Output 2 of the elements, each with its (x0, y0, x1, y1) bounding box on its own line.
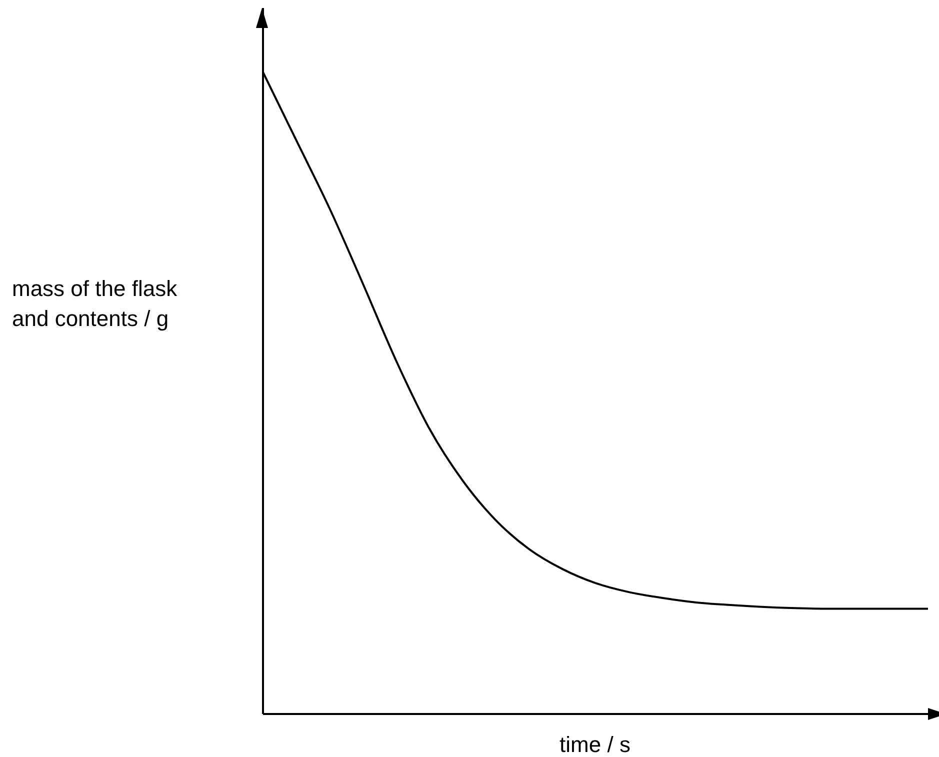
y-axis-title: mass of the flask and contents / g (12, 275, 178, 333)
x-axis-title: time / s (558, 732, 632, 757)
